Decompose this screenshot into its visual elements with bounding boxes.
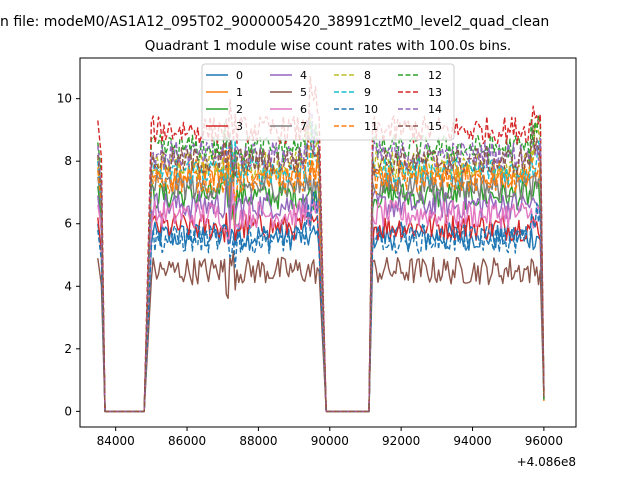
x-tick-label: 86000 — [168, 434, 206, 448]
legend-label-12: 12 — [428, 69, 442, 82]
y-tick-label: 4 — [64, 279, 72, 293]
y-tick-label: 0 — [64, 404, 72, 418]
x-axis: 84000 86000 88000 90000 92000 94000 96000 — [97, 427, 563, 448]
legend-label-14: 14 — [428, 103, 442, 116]
y-tick-label: 6 — [64, 217, 72, 231]
series-line-10 — [97, 191, 545, 413]
legend-label-3: 3 — [236, 120, 243, 133]
series-line-15 — [97, 124, 545, 413]
series-line-12 — [97, 114, 545, 413]
series-line-14 — [97, 111, 545, 413]
x-tick-label: 84000 — [97, 434, 135, 448]
series-line-5 — [97, 250, 545, 413]
legend-label-5: 5 — [300, 86, 307, 99]
y-axis: 0 2 4 6 8 10 — [57, 92, 80, 418]
figure-suptitle: n file: modeM0/AS1A12_095T02_9000005420_… — [0, 14, 549, 30]
legend-label-9: 9 — [364, 86, 371, 99]
x-tick-label: 88000 — [239, 434, 277, 448]
legend-label-11: 11 — [364, 120, 378, 133]
series-line-9 — [97, 120, 545, 413]
x-tick-label: 94000 — [453, 434, 491, 448]
legend-box — [201, 63, 455, 141]
x-tick-label: 92000 — [382, 434, 420, 448]
legend-label-6: 6 — [300, 103, 307, 116]
chart-title: Quadrant 1 module wise count rates with … — [145, 38, 511, 54]
x-axis-offset-label: +4.086e8 — [517, 455, 576, 469]
y-tick-label: 2 — [64, 342, 72, 356]
series-lines — [97, 76, 545, 413]
x-tick-label: 90000 — [311, 434, 349, 448]
legend-label-8: 8 — [364, 69, 371, 82]
x-tick-label: 96000 — [525, 434, 563, 448]
legend-label-7: 7 — [300, 120, 307, 133]
legend-label-13: 13 — [428, 86, 442, 99]
legend-label-15: 15 — [428, 120, 442, 133]
plot-border — [79, 57, 577, 428]
legend-label-2: 2 — [236, 103, 243, 116]
legend-label-0: 0 — [236, 69, 243, 82]
y-tick-label: 10 — [57, 92, 72, 106]
legend-label-10: 10 — [364, 103, 378, 116]
legend-label-1: 1 — [236, 86, 243, 99]
y-tick-label: 8 — [64, 154, 72, 168]
axes-frame — [79, 57, 577, 428]
legend-label-4: 4 — [300, 69, 307, 82]
